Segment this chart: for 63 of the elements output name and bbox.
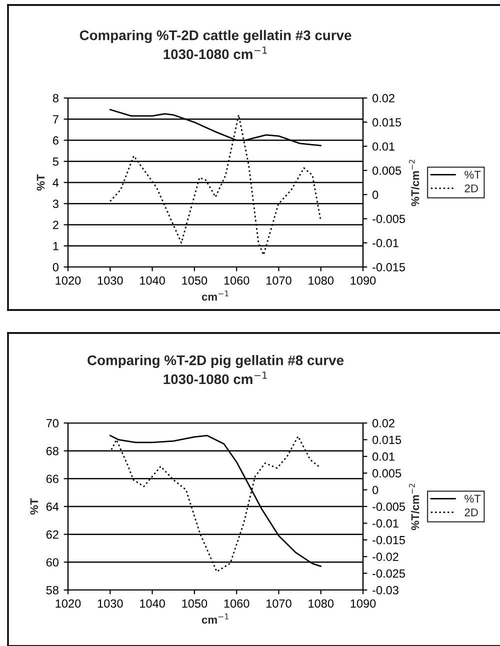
x-tick-label: 1030 <box>98 599 123 608</box>
y-tick-label: 2 <box>53 220 58 230</box>
legend-label: %T <box>464 170 481 179</box>
x-tick-label: 1080 <box>308 599 334 608</box>
y2-tick-label: 0.015 <box>372 436 402 444</box>
y-tick-label: 60 <box>46 558 59 567</box>
legend-label: 2D <box>464 184 478 192</box>
y-axis-title: %T <box>30 498 38 515</box>
y-tick-label: 62 <box>46 530 58 539</box>
x-tick-label: 1050 <box>182 276 208 285</box>
x-tick-label: 1050 <box>182 599 208 608</box>
y2-axis-title: %T/cm$^{−2}$ <box>408 160 420 206</box>
x-tick-label: 1070 <box>266 276 292 285</box>
x-tick-label: 1040 <box>140 276 165 285</box>
y-tick-label: 6 <box>53 136 58 145</box>
y-tick-label: 66 <box>46 474 58 484</box>
legend-label: %T <box>464 494 481 503</box>
x-tick-label: 1090 <box>350 599 376 608</box>
y2-tick-label: 0.01 <box>372 452 394 461</box>
y-tick-label: 70 <box>46 419 59 428</box>
y-tick-label: 5 <box>52 158 58 166</box>
y2-tick-label: 0 <box>372 190 378 199</box>
x-tick-label: 1020 <box>56 599 81 608</box>
x-axis-title: cm$^{−1}$ <box>202 290 228 301</box>
y2-tick-label: 0.015 <box>372 118 402 127</box>
y-axis-title: %T <box>36 174 45 191</box>
x-tick-label: 1060 <box>224 599 250 608</box>
y-tick-label: 8 <box>52 94 58 102</box>
y2-tick-label: 0.02 <box>372 419 394 428</box>
legend-label: 2D <box>464 508 478 516</box>
x-tick-label: 1080 <box>308 276 334 285</box>
y-tick-label: 64 <box>46 502 59 511</box>
y-tick-label: 58 <box>46 586 58 594</box>
x-tick-label: 1030 <box>98 276 123 285</box>
y-tick-label: 0 <box>52 263 59 272</box>
y2-tick-label: -0.01 <box>372 519 398 528</box>
x-tick-label: 1040 <box>140 599 165 608</box>
y-tick-label: 68 <box>46 446 58 456</box>
y-tick-label: 7 <box>53 115 58 124</box>
y2-tick-label: -0.005 <box>372 214 406 224</box>
y2-tick-label: -0.005 <box>372 502 406 511</box>
y2-axis-title: %T/cm$^{−2}$ <box>408 484 420 530</box>
y-tick-label: 1 <box>53 242 58 250</box>
chart-title: Comparing %T-2D cattle gellatin #3 curve 1030-1080 cm$^{−1}$ <box>80 30 352 60</box>
y2-tick-label: 0.005 <box>372 166 402 175</box>
y2-tick-label: -0.025 <box>372 569 406 578</box>
x-tick-label: 1060 <box>224 276 250 285</box>
y2-tick-label: 0.005 <box>372 469 402 478</box>
y-tick-label: 3 <box>52 200 58 208</box>
y2-tick-label: -0.01 <box>372 238 398 248</box>
chart-title: Comparing %T-2D pig gellatin #8 curve 1030-1080 cm$^{−1}$ <box>88 355 344 384</box>
y-tick-label: 4 <box>52 178 59 187</box>
y2-tick-label: -0.02 <box>372 552 398 561</box>
y2-tick-label: 0.01 <box>372 142 394 151</box>
x-tick-label: 1090 <box>350 276 376 285</box>
y2-tick-label: -0.015 <box>372 263 406 272</box>
x-axis-title: cm$^{−1}$ <box>202 614 228 624</box>
y2-tick-label: -0.03 <box>372 586 398 594</box>
y2-tick-label: -0.015 <box>372 536 406 544</box>
y2-tick-label: 0.02 <box>372 94 394 102</box>
x-tick-label: 1020 <box>56 276 81 285</box>
x-tick-label: 1070 <box>266 599 292 608</box>
y2-tick-label: 0 <box>372 486 378 494</box>
